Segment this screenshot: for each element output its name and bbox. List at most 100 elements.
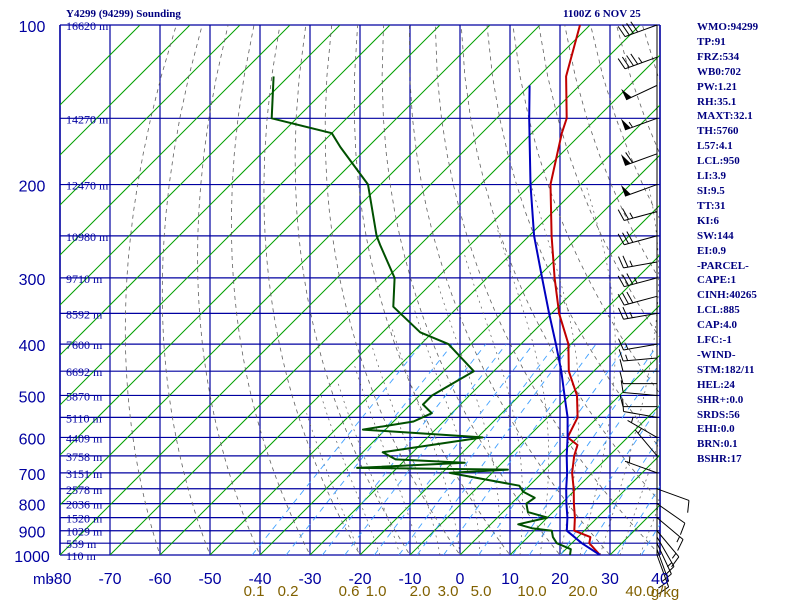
wind-barb-flag [619,394,624,407]
temperature-tick-label: -20 [348,571,371,588]
wind-barb-flag [618,338,624,351]
wind-barb-flag [630,21,639,33]
wind-barb [634,427,658,457]
wind-barb-flag [630,53,639,65]
dry-adiabat [409,25,611,555]
index-item: TP:91 [697,35,726,48]
wind-barb [621,84,658,101]
wind-barb-shaft [623,312,658,320]
temperature-tick-label: 40 [651,571,669,588]
isotherm-line [60,25,241,206]
wind-barb [619,394,657,408]
height-label: 3151 m [66,467,103,481]
mixing-ratio-label: 40.0 [625,583,654,600]
profile-layer [270,25,601,555]
isotherm-line [60,25,291,256]
wind-barb-flag [677,539,684,551]
wind-barb-pennant [621,88,632,100]
dry-adiabat [324,25,461,555]
dry-adiabat [294,25,411,555]
height-label: 12470 m [66,179,109,193]
wind-barb-flag [622,306,629,319]
wind-barb-flag [617,294,625,306]
temperature-tick-label: 0 [456,571,465,588]
moist-adiabat [320,395,381,555]
wind-barb-shaft [656,530,680,558]
wind-barb-flag [687,500,690,513]
wind-barb [620,184,658,197]
wind-barb-flag [617,275,625,287]
wind-barb-half-flag [676,536,681,543]
mixing-ratio-label: 0.2 [278,583,299,600]
dry-adiabat [231,25,311,555]
wind-barb [627,416,658,438]
wind-barb-shaft [624,24,658,38]
wind-barb [624,456,658,474]
wind-barb-shaft [623,343,658,351]
temperature-tick-label: -70 [98,571,121,588]
wind-barb-flag [622,274,629,286]
moist-adiabat [371,343,441,555]
index-item: EHI:0.0 [697,423,735,436]
wind-barb-shaft [623,391,658,396]
wind-barb-half-flag [637,427,643,434]
index-item: PW:1.21 [697,80,738,93]
wind-barb [618,306,658,320]
index-item: RH:35.1 [697,95,737,108]
isotherm-line [60,25,191,156]
wind-barb-flag [617,233,625,245]
mixing-ratio-line [344,343,507,555]
dry-adiabat [460,25,660,503]
wind-barb-half-flag [629,311,633,318]
wind-barb-shaft [624,153,658,166]
temperature-tick-label: -40 [248,571,271,588]
index-item: SW:144 [697,229,734,242]
dry-adiabat [161,25,211,555]
isotherm-line [609,504,660,555]
wind-barb [620,380,658,396]
isotherm-line [60,25,591,555]
mixing-ratio-line [285,343,453,555]
height-label: 8592 m [66,307,103,321]
height-label: 7600 m [66,338,103,352]
moist-adiabat [354,365,421,555]
dry-adiabat [197,25,261,555]
temperature-tick-label: -80 [48,571,71,588]
moist-adiabat-layer [306,184,660,555]
wind-barb [656,517,684,551]
height-label: 559 m [66,537,97,551]
moist-adiabat [391,325,461,555]
wind-barb-flag [658,586,669,595]
wind-barb [617,208,658,221]
isotherm-line [60,25,391,356]
height-label: 6692 m [66,365,103,379]
wind-barb-pennant [620,154,631,166]
pressure-tick-label: 400 [19,338,46,355]
station-title: Y4299 (94299) Sounding [66,8,181,20]
wind-barb-half-flag [628,121,633,128]
wind-barb [620,117,658,131]
wind-barb [619,359,657,372]
height-label: 5870 m [66,389,103,403]
wind-barb-pennant [620,118,631,130]
wind-barb-shaft [624,277,658,288]
height-label: 10980 m [66,230,109,244]
wind-barb-shaft [656,554,670,588]
mixing-ratio-label: 3.0 [438,583,459,600]
index-item: TH:5760 [697,125,739,138]
isotherm-line [159,54,660,555]
index-item: MAXT:32.1 [697,110,753,123]
mixing-ratio-line [478,343,629,555]
wind-barb-flag [621,56,630,68]
wind-barb-flag [619,359,624,372]
mixing-ratio-line [443,343,597,555]
wind-barb-flag [617,26,626,37]
index-item: LCL:950 [697,155,740,168]
index-item: CAP:4.0 [697,319,738,332]
wind-barb [656,488,690,513]
height-label: 14270 m [66,112,109,126]
height-label: 2036 m [66,498,103,512]
isotherm-line [309,204,660,555]
isotherm-line [109,25,641,555]
wind-barb-shaft [623,410,658,418]
